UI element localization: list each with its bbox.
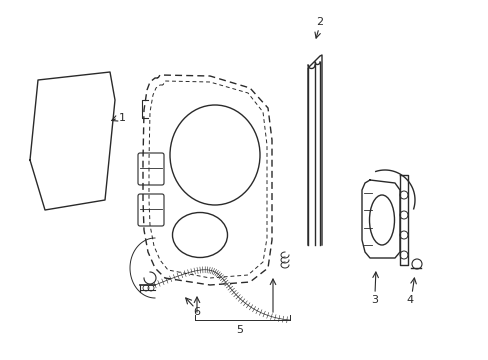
Text: 3: 3	[371, 295, 378, 305]
Text: 5: 5	[236, 325, 243, 335]
Text: 2: 2	[316, 17, 323, 27]
Text: 6: 6	[193, 307, 200, 317]
Text: 1: 1	[118, 113, 125, 123]
Text: 4: 4	[406, 295, 413, 305]
